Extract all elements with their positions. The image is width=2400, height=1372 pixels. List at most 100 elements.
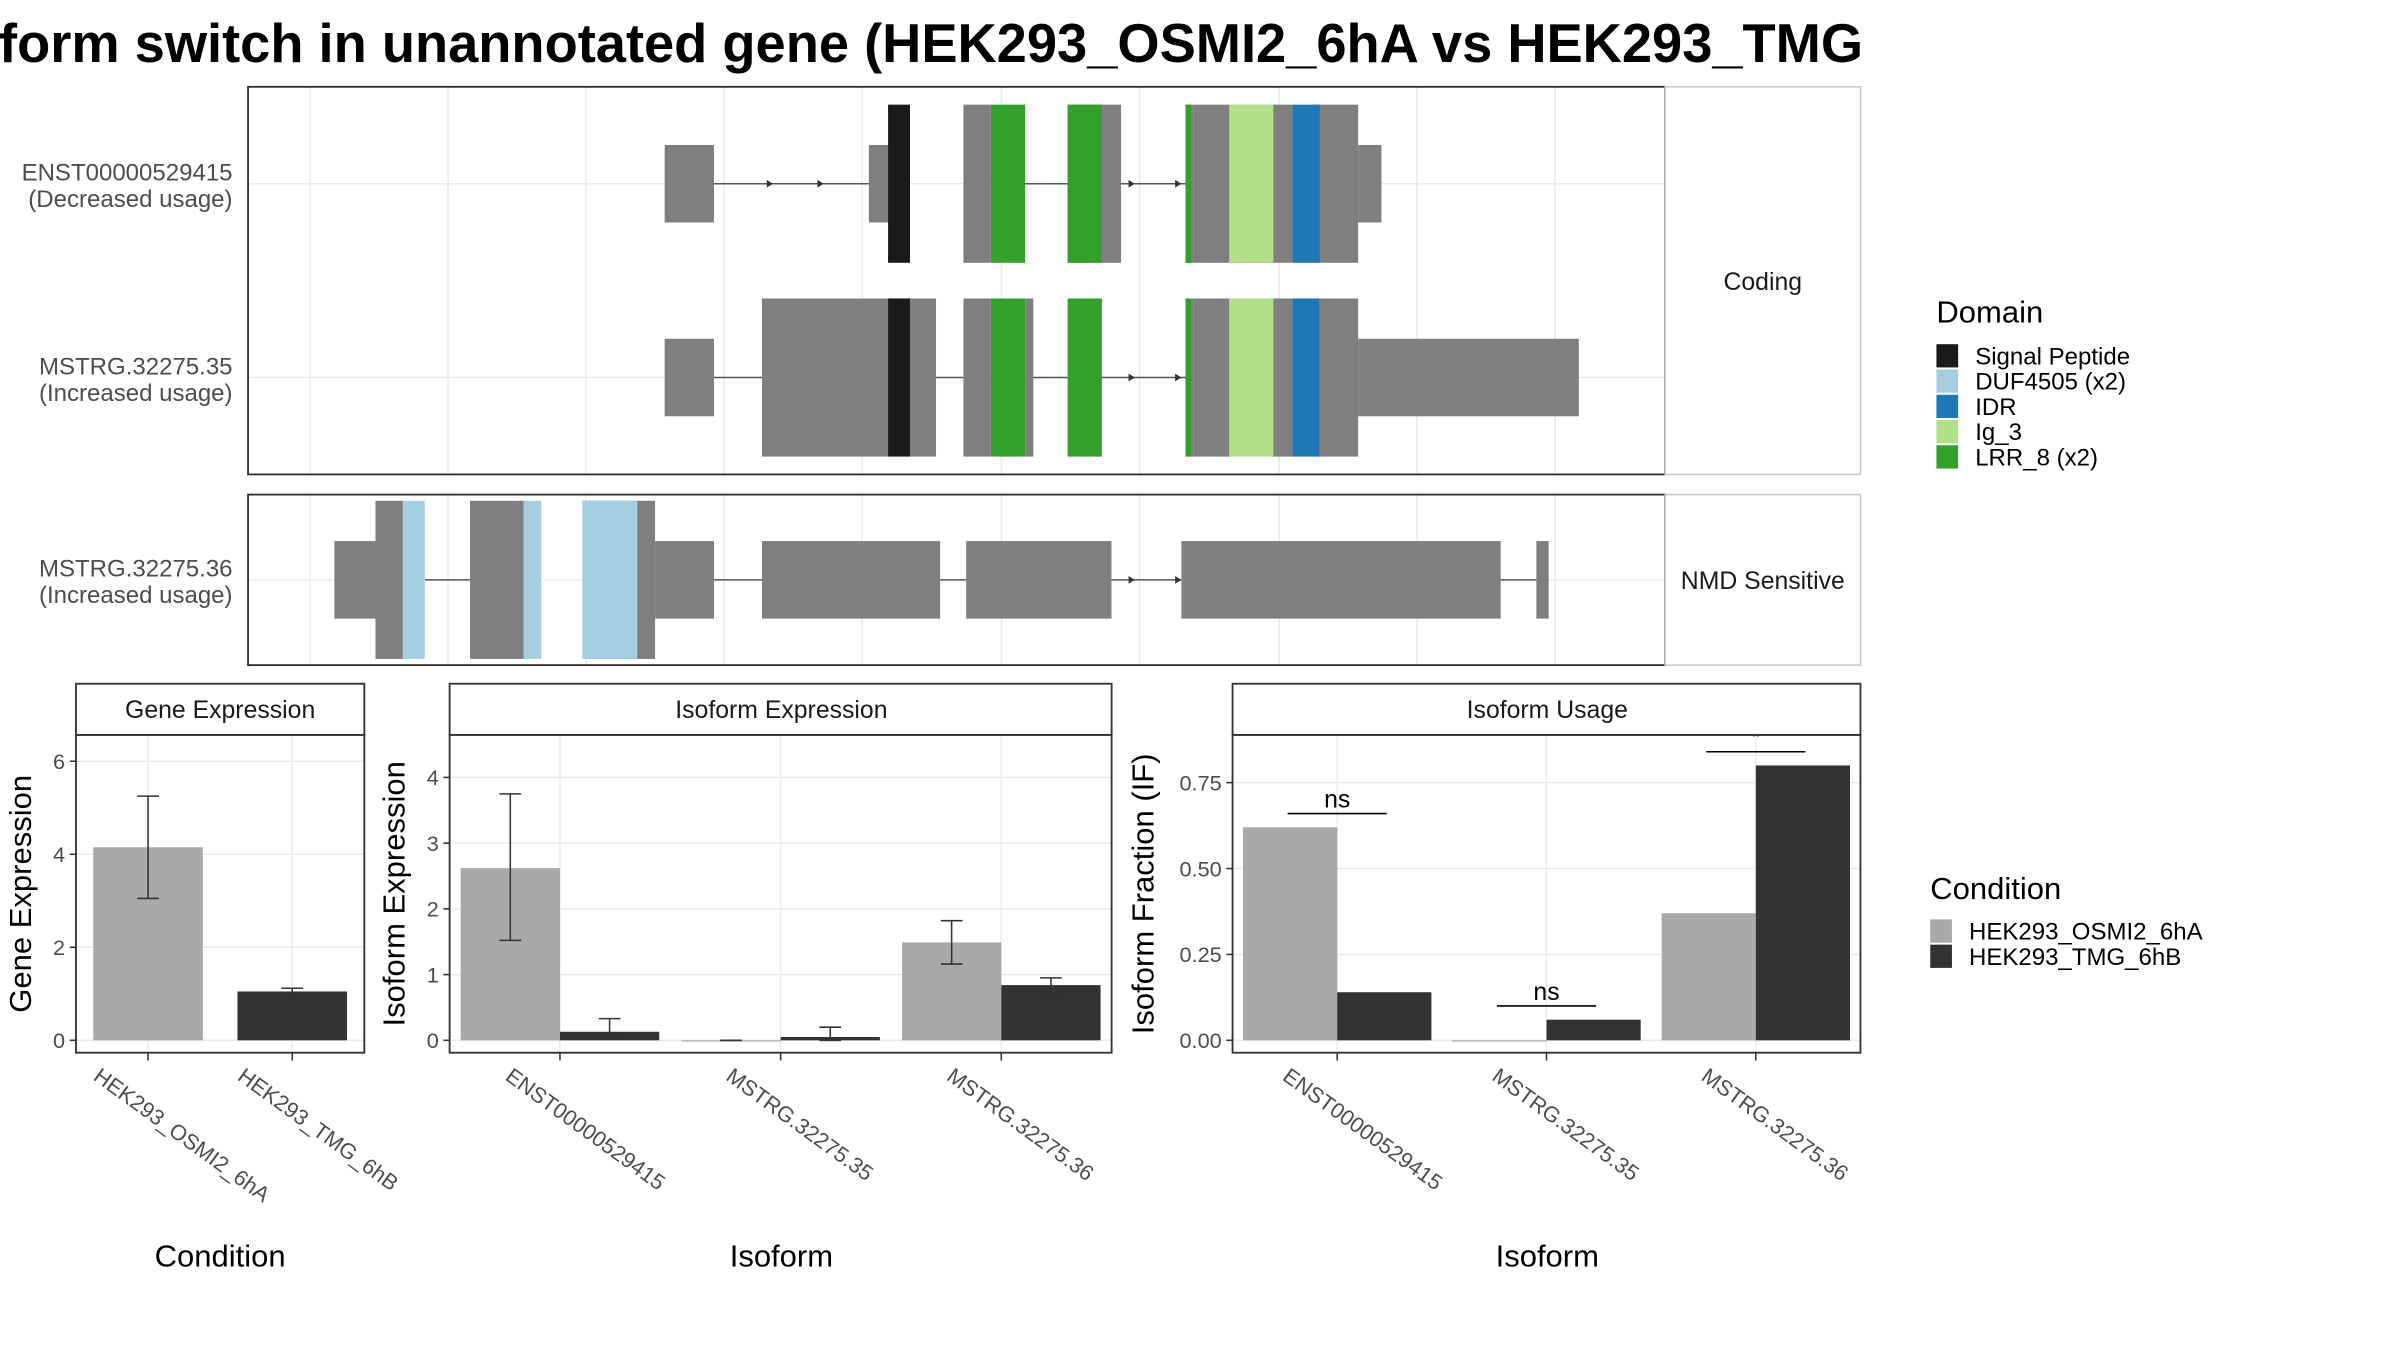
isoform-usage-label: (Increased usage) — [39, 380, 233, 407]
exon-block — [1193, 298, 1230, 457]
exon-block — [1025, 298, 1034, 457]
domain-legend-swatch — [1936, 420, 1959, 444]
x-axis-title: Isoform — [1496, 1239, 1599, 1274]
exon-block — [637, 500, 656, 659]
y-tick-label: 0.00 — [1179, 1028, 1221, 1053]
x-axis-title: Condition — [155, 1239, 286, 1274]
domain-block — [402, 500, 425, 659]
x-axis-title: Isoform — [730, 1239, 833, 1274]
isoform-name-label: MSTRG.32275.35 — [39, 353, 233, 380]
domain-legend-swatch — [1936, 445, 1959, 469]
exon-block — [664, 338, 715, 417]
chart-title-strip — [75, 682, 366, 736]
intron-direction-arrow — [766, 179, 773, 188]
y-tick-label: 2 — [53, 935, 65, 960]
domain-block — [582, 500, 638, 659]
domain-legend-title: Domain — [1936, 294, 2043, 329]
exon-block — [1319, 298, 1359, 457]
significance-label: * — [1751, 725, 1761, 752]
y-tick-label: 0.50 — [1179, 856, 1221, 881]
x-tick-label: ENST00000529415 — [1278, 1063, 1447, 1195]
structure-strip — [1664, 493, 1862, 666]
exon-block — [1358, 144, 1382, 223]
condition-legend-label: HEK293_TMG_6hB — [1969, 944, 2181, 971]
exon-block — [334, 541, 376, 619]
isoform-name-label: ENST00000529415 — [22, 160, 233, 187]
x-tick-label: MSTRG.32275.36 — [943, 1063, 1099, 1186]
domain-legend-label: Ig_3 — [1975, 419, 2022, 446]
exon-block — [761, 541, 941, 619]
exon-block — [1181, 541, 1501, 619]
structure-strip-label: NMD Sensitive — [1681, 568, 1845, 595]
y-tick-label: 6 — [53, 749, 65, 774]
exon-block — [1273, 298, 1293, 457]
domain-block — [990, 104, 1026, 263]
condition-legend-label: HEK293_OSMI2_6hA — [1969, 919, 2203, 946]
chart-1: 0 1 2 3 4 Isoform Expression ENST00000529415 MS… — [377, 682, 1113, 1274]
domain-block — [1292, 298, 1320, 457]
domain-legend-label: LRR_8 (x2) — [1975, 444, 2098, 471]
isoform-structure: ENST00000529415(Decreased usage) MSTRG.32… — [22, 85, 1862, 667]
exon-block — [966, 541, 1112, 619]
domain-block — [1229, 104, 1274, 263]
condition-legend-swatch — [1930, 919, 1952, 943]
chart-title-strip — [448, 682, 1113, 736]
exon-block — [375, 500, 403, 659]
significance-label: ns — [1533, 979, 1559, 1006]
exon-block — [963, 104, 991, 263]
exon-block — [664, 144, 715, 223]
isoform-usage-label: (Increased usage) — [39, 582, 233, 609]
bar — [1452, 1040, 1547, 1042]
x-tick-label: ENST00000529415 — [501, 1063, 670, 1195]
bar — [1337, 992, 1432, 1041]
bar — [1755, 765, 1850, 1041]
isoform-usage-label: (Decreased usage) — [28, 186, 232, 213]
exon-block — [909, 298, 937, 457]
intron-direction-arrow — [1128, 373, 1135, 382]
chart-2: 0.00 0.25 0.50 0.75 ns ns * Isoform Usage ENST00… — [1125, 682, 1862, 1274]
y-tick-label: 3 — [427, 831, 439, 856]
exon-block — [1273, 104, 1293, 263]
bar — [1546, 1019, 1641, 1041]
bar — [1001, 985, 1101, 1041]
exon-block — [470, 500, 524, 659]
exon-block — [1312, 104, 1359, 263]
domain-block — [990, 298, 1026, 457]
y-tick-label: 1 — [427, 962, 439, 987]
isoform-name-label: MSTRG.32275.36 — [39, 556, 233, 583]
intron-direction-arrow — [1175, 179, 1182, 188]
exon-block — [1536, 541, 1549, 619]
domain-legend-label: Signal Peptide — [1975, 343, 2130, 370]
x-tick-label: MSTRG.32275.36 — [1697, 1063, 1853, 1186]
chart-title: Gene Expression — [125, 697, 315, 724]
exon-block — [1358, 338, 1579, 417]
exon-block — [963, 298, 991, 457]
exon-block — [1193, 104, 1230, 263]
chart-title-strip — [1231, 682, 1862, 736]
chart-title: Isoform Expression — [675, 697, 887, 724]
intron-direction-arrow — [817, 179, 824, 188]
y-axis-title: Gene Expression — [3, 775, 38, 1013]
structure-strip-label: Coding — [1723, 269, 1802, 296]
domain-legend-swatch — [1936, 369, 1959, 393]
domain-block — [1185, 104, 1191, 263]
y-tick-label: 2 — [427, 897, 439, 922]
significance-label: ns — [1324, 786, 1350, 813]
x-tick-label: MSTRG.32275.35 — [1488, 1063, 1644, 1186]
y-axis-title: Isoform Expression — [377, 761, 412, 1026]
y-tick-label: 4 — [53, 842, 65, 867]
bar — [1661, 913, 1756, 1041]
domain-block — [888, 298, 910, 457]
domain-block — [1229, 298, 1274, 457]
y-tick-label: 0 — [427, 1028, 439, 1053]
domain-block — [1067, 104, 1102, 263]
y-axis-title: Isoform Fraction (IF) — [1125, 753, 1160, 1034]
y-tick-label: 0.25 — [1179, 942, 1221, 967]
figure-title: oform switch in unannotated gene (HEK293… — [0, 14, 1863, 74]
domain-legend-label: DUF4505 (x2) — [1975, 369, 2126, 396]
chart-title: Isoform Usage — [1467, 697, 1628, 724]
condition-legend-swatch — [1930, 944, 1952, 968]
